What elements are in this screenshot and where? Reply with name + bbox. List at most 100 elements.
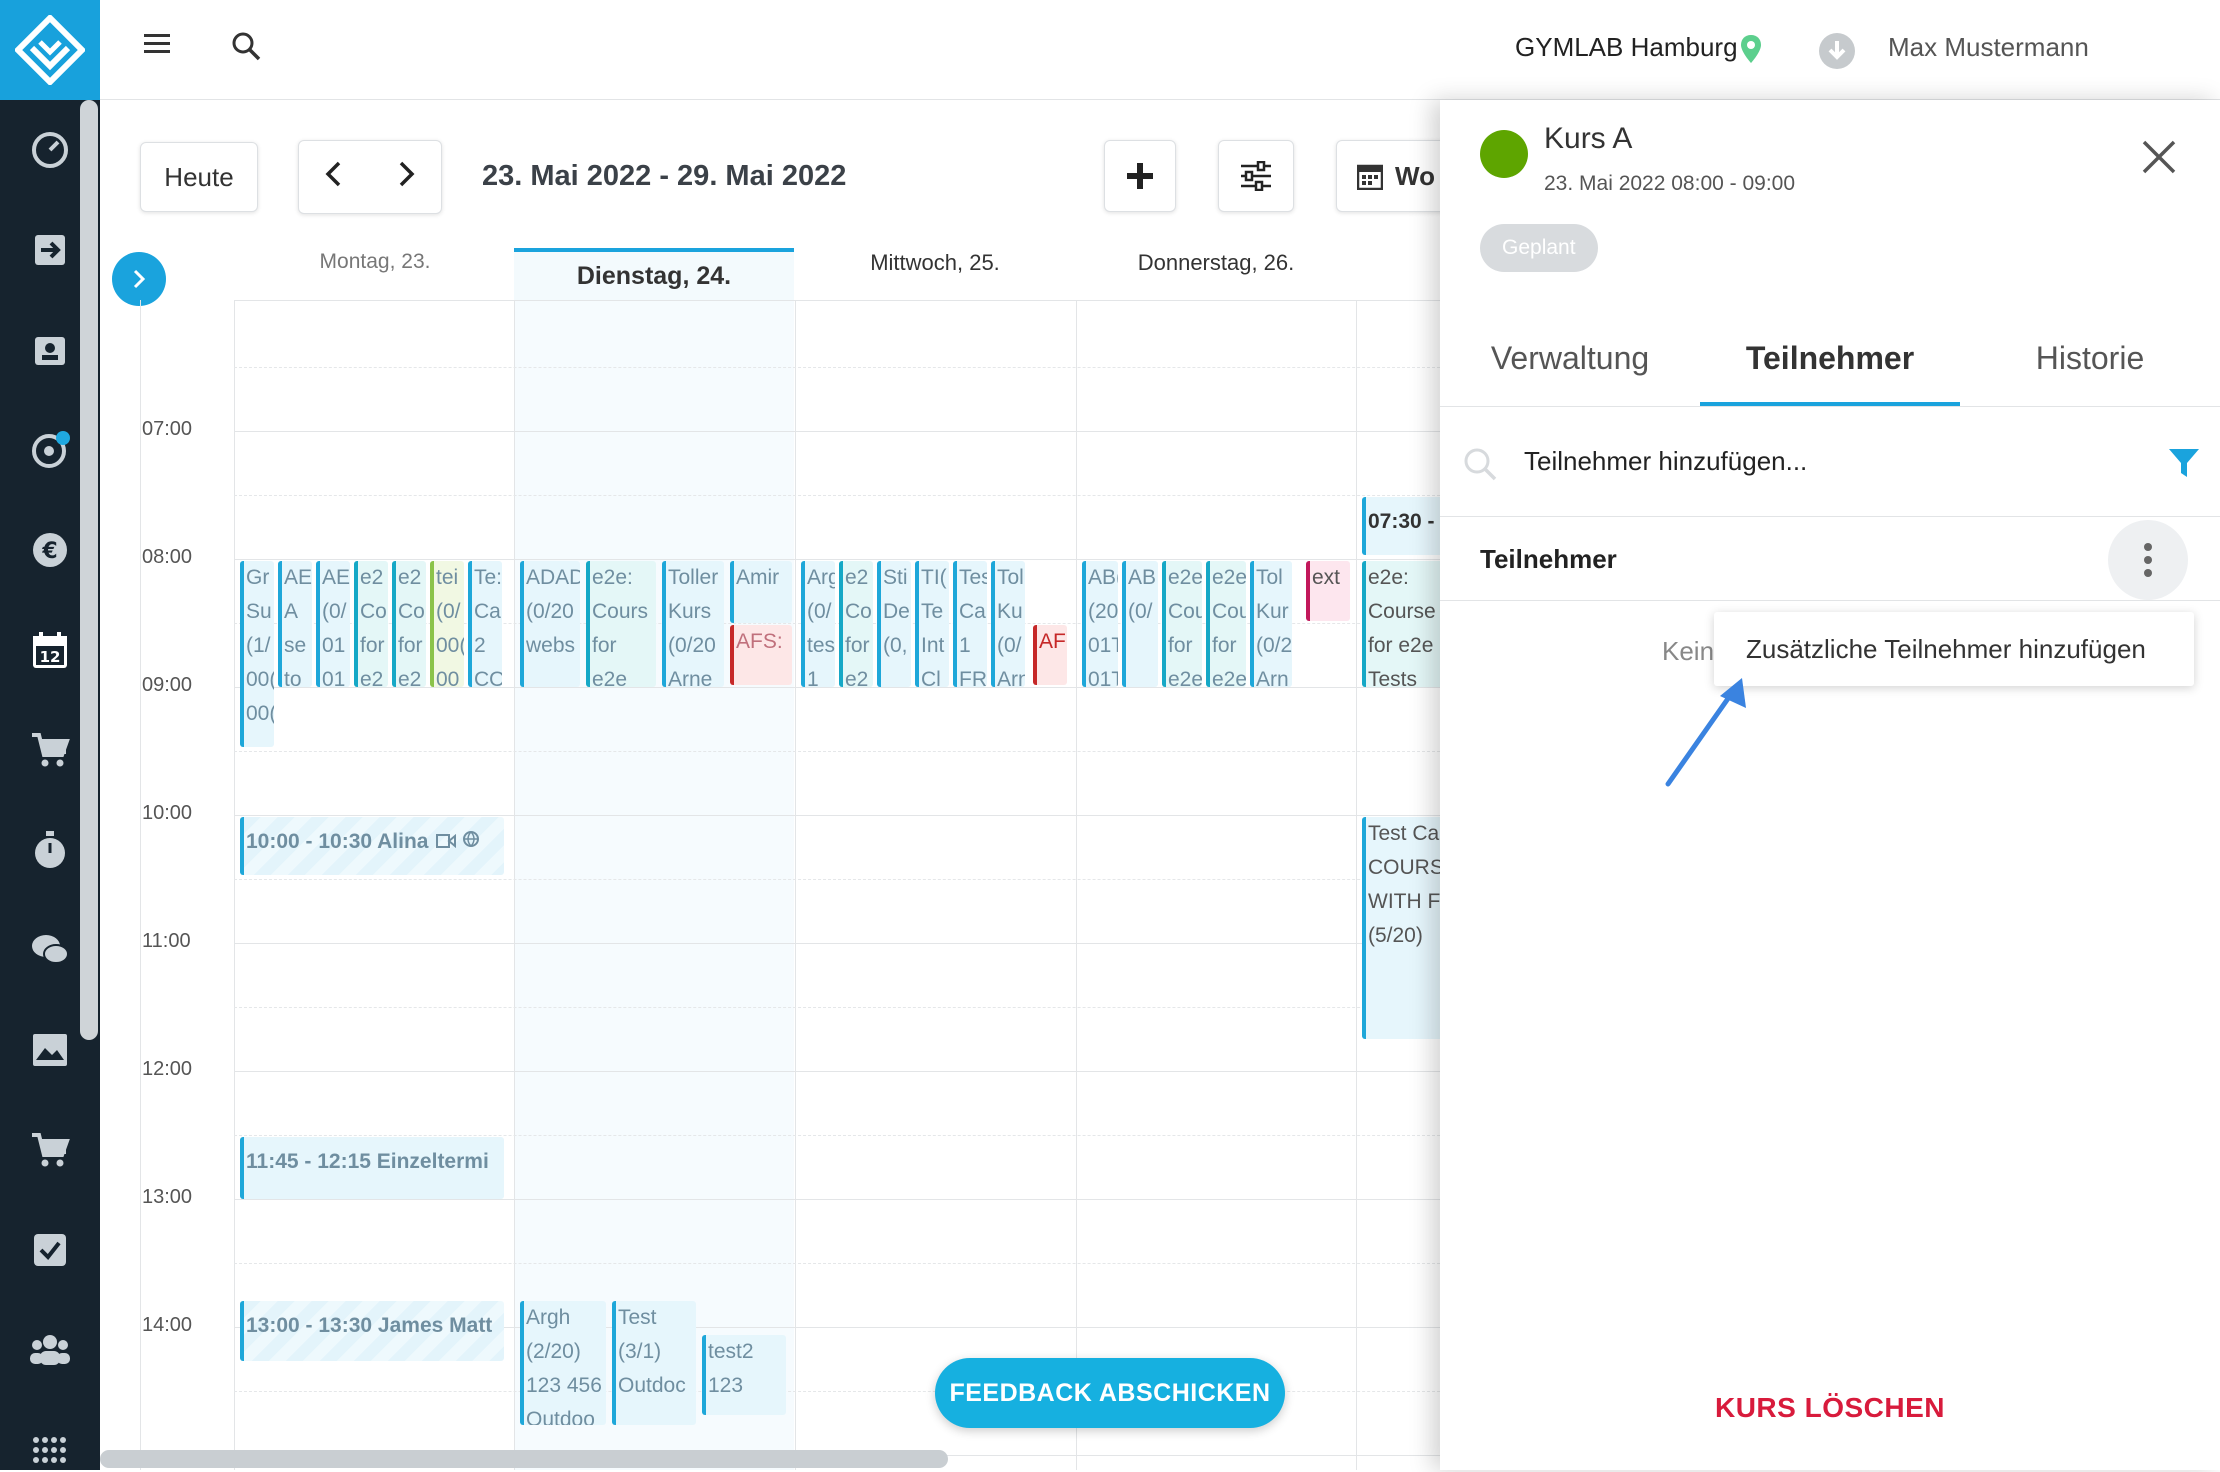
time-label: 12:00 [142,1058,193,1080]
status-dot [1480,130,1528,178]
calendar-event[interactable]: Tol Ku (0/ Arn [991,561,1025,687]
add-button[interactable] [1104,140,1176,212]
calendar-event-einzeltermin[interactable]: 11:45 - 12:15 Einzeltermi [240,1137,504,1199]
calendar-event[interactable]: e2e: Cours for e2e [586,561,656,687]
empty-state-text: Kein [1662,636,1715,666]
calendar-event[interactable]: AFS: [730,625,792,685]
cart-icon[interactable] [28,1128,72,1172]
tasks-icon[interactable] [28,1228,72,1272]
calendar-event[interactable]: Test (3/1) Outdoc [612,1301,696,1425]
date-nav [298,140,442,214]
calendar-event[interactable]: AE (0/ 01 01 [316,561,350,687]
timer-icon[interactable] [28,828,72,872]
day-header-mon[interactable]: Montag, 23. [319,250,431,273]
today-column [514,300,794,1470]
shop-icon[interactable] [28,728,72,772]
status-badge: Geplant [1480,224,1598,272]
user-name[interactable]: Max Mustermann [1888,32,2089,62]
calendar-small-icon [1357,164,1383,190]
location-pin-icon [1740,34,1762,64]
video-icon [436,830,457,853]
date-range: 23. Mai 2022 - 29. Mai 2022 [482,160,847,192]
calendar-event[interactable]: e2e Cou for e2e [1206,561,1246,687]
calendar-icon[interactable]: 12 [28,628,72,672]
calendar-event[interactable]: AB (0/ [1122,561,1158,687]
close-icon[interactable] [2140,138,2178,181]
apps-icon[interactable] [28,1428,72,1472]
calendar-event[interactable]: Arg (0/ tes 1 [801,561,835,687]
today-column-header [514,248,794,300]
calendar-area: Heute 23. Mai 2022 - 29. Mai 2022 Wo Mon… [100,100,1440,1470]
add-additional-participants-menu-item[interactable]: Zusätzliche Teilnehmer hinzufügen [1714,612,2194,686]
view-label: Wo [1395,160,1435,191]
time-label: 09:00 [142,674,193,696]
calendar-event[interactable]: AB( (20 01T 01T [1082,561,1118,687]
download-icon[interactable] [1818,32,1856,70]
chat-icon[interactable] [28,928,72,972]
calendar-event[interactable]: ADAD (0/20 webs [520,561,580,687]
view-selector[interactable]: Wo [1336,140,1440,212]
participants-section-title: Teilnehmer [1480,544,1617,574]
calendar-event[interactable]: AE A se to [278,561,312,687]
checkin-icon[interactable] [28,228,72,272]
calendar-event[interactable]: Sti De (0, [877,561,911,687]
location-name[interactable]: GYMLAB Hamburg [1515,32,1738,62]
finance-icon[interactable]: € [28,528,72,572]
menu-icon[interactable] [142,30,172,56]
calendar-event[interactable]: Toller Kurs (0/20 Arne [662,561,724,687]
members-icon[interactable] [28,1328,72,1372]
calendar-event[interactable]: Amir [730,561,792,623]
calendar-event[interactable]: TI( Te Int Cl [915,561,949,687]
calendar-event[interactable]: e2e: Course for e2e Tests [1362,561,1440,687]
calendar-event[interactable]: tei (0/ 00( 00 [430,561,464,687]
chevron-right-icon [133,269,146,289]
calendar-event[interactable]: 07:30 - [1362,497,1440,555]
horizontal-scrollbar[interactable] [100,1450,948,1468]
calendar-event[interactable]: e2 Co for e2 [392,561,426,687]
time-label: 10:00 [142,802,193,824]
logo[interactable] [0,0,100,100]
calendar-event[interactable]: AF [1033,625,1067,685]
gallery-icon[interactable] [28,1028,72,1072]
top-bar: GYMLAB Hamburg Max Mustermann [100,0,2220,100]
calendar-event-james[interactable]: 13:00 - 13:30 James Matt [240,1301,504,1361]
contacts-icon[interactable] [28,328,72,372]
calendar-event[interactable]: Gr Su (1/ 00( 00( [240,561,274,747]
dashboard-icon[interactable] [28,128,72,172]
course-title: Kurs A [1544,122,1633,155]
settings-icon[interactable] [28,428,72,472]
next-week-icon[interactable] [397,160,417,195]
active-tab-indicator [1700,402,1960,406]
participant-search-input[interactable]: Teilnehmer hinzufügen... [1524,446,1808,476]
tab-verwaltung[interactable]: Verwaltung [1490,340,1650,376]
calendar-event-alina[interactable]: 10:00 - 10:30 Alina [240,817,504,875]
calendar-event[interactable]: ext [1306,561,1350,621]
today-button[interactable]: Heute [140,142,258,212]
day-header-wed[interactable]: Mittwoch, 25. [870,250,1000,275]
delete-course-button[interactable]: KURS LÖSCHEN [1714,1392,1945,1423]
calendar-event[interactable]: test2 123 [702,1335,786,1415]
tab-teilnehmer[interactable]: Teilnehmer [1745,340,1915,376]
calendar-event[interactable]: Argh (2/20) 123 456 Outdoo [520,1301,606,1425]
time-label: 13:00 [142,1186,193,1208]
filter-settings-button[interactable] [1218,140,1294,212]
calendar-event[interactable]: Tol Kur (0/2 Arn [1250,561,1292,687]
filter-icon[interactable] [2168,448,2200,483]
search-icon[interactable] [230,30,262,62]
sidebar-scrollbar[interactable] [80,100,98,1040]
day-header-thu[interactable]: Donnerstag, 26. [1137,250,1295,275]
svg-text:€: € [41,539,57,564]
calendar-event[interactable]: e2e Cou for e2e [1162,561,1202,687]
day-header-tue[interactable]: Dienstag, 24. [576,262,732,290]
calendar-event[interactable]: Te: Ca 2 CO [468,561,502,687]
tab-historie[interactable]: Historie [2035,340,2145,376]
expand-panel-button[interactable] [112,252,166,306]
prev-week-icon[interactable] [323,160,343,195]
feedback-button[interactable]: FEEDBACK ABSCHICKEN [935,1358,1285,1428]
calendar-event[interactable]: e2 Co for e2 [839,561,873,687]
calendar-event[interactable]: Test Ca COURS WITH F (5/20) [1362,817,1440,1039]
calendar-event[interactable]: e2 Co for e2 [354,561,388,687]
calendar-event[interactable]: Tes Ca 1 FR [953,561,987,687]
time-label: 08:00 [142,546,193,568]
more-options-button[interactable] [2108,520,2188,600]
